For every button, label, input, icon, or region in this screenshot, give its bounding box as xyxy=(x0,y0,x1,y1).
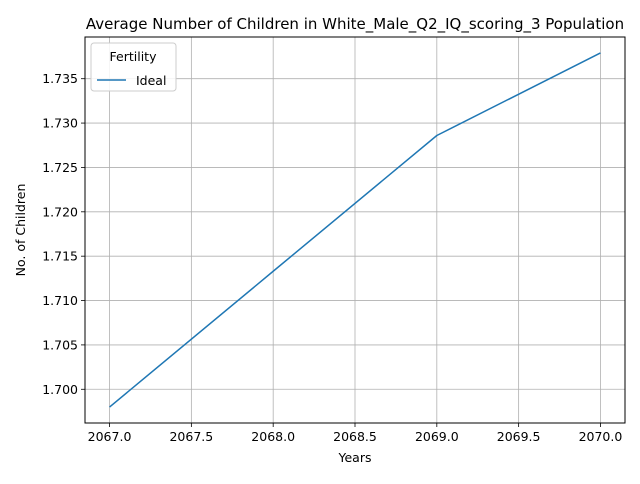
series-layer xyxy=(109,52,601,408)
x-tick-label: 2068.0 xyxy=(251,429,295,444)
grid xyxy=(85,37,625,423)
series-line-ideal xyxy=(109,52,601,408)
x-tick-label: 2069.5 xyxy=(497,429,541,444)
y-tick-label: 1.715 xyxy=(42,249,78,264)
legend-box xyxy=(90,42,177,92)
x-tick-label: 2067.5 xyxy=(169,429,213,444)
x-tick-label: 2068.5 xyxy=(333,429,377,444)
y-tick-label: 1.720 xyxy=(42,204,78,219)
y-tick-label: 1.730 xyxy=(42,116,78,131)
x-axis-label: Years xyxy=(338,450,372,465)
y-tick-label: 1.705 xyxy=(42,337,78,352)
y-tick-label: 1.700 xyxy=(42,382,78,397)
ticks: 2067.0 2067.5 2068.0 2068.5 2069.0 2069.5 2070… xyxy=(42,71,622,444)
chart-title: Average Number of Children in White_Male… xyxy=(86,15,624,34)
y-axis-label: No. of Children xyxy=(13,184,28,277)
y-tick-label: 1.735 xyxy=(42,71,78,86)
x-tick-label: 2070.0 xyxy=(579,429,623,444)
legend-title: Fertility xyxy=(110,49,158,64)
y-tick-label: 1.710 xyxy=(42,293,78,308)
legend: Fertility Ideal xyxy=(90,42,177,92)
x-tick-label: 2069.0 xyxy=(415,429,459,444)
y-tick-label: 1.725 xyxy=(42,160,78,175)
legend-label-ideal: Ideal xyxy=(136,73,166,88)
x-tick-label: 2067.0 xyxy=(88,429,132,444)
